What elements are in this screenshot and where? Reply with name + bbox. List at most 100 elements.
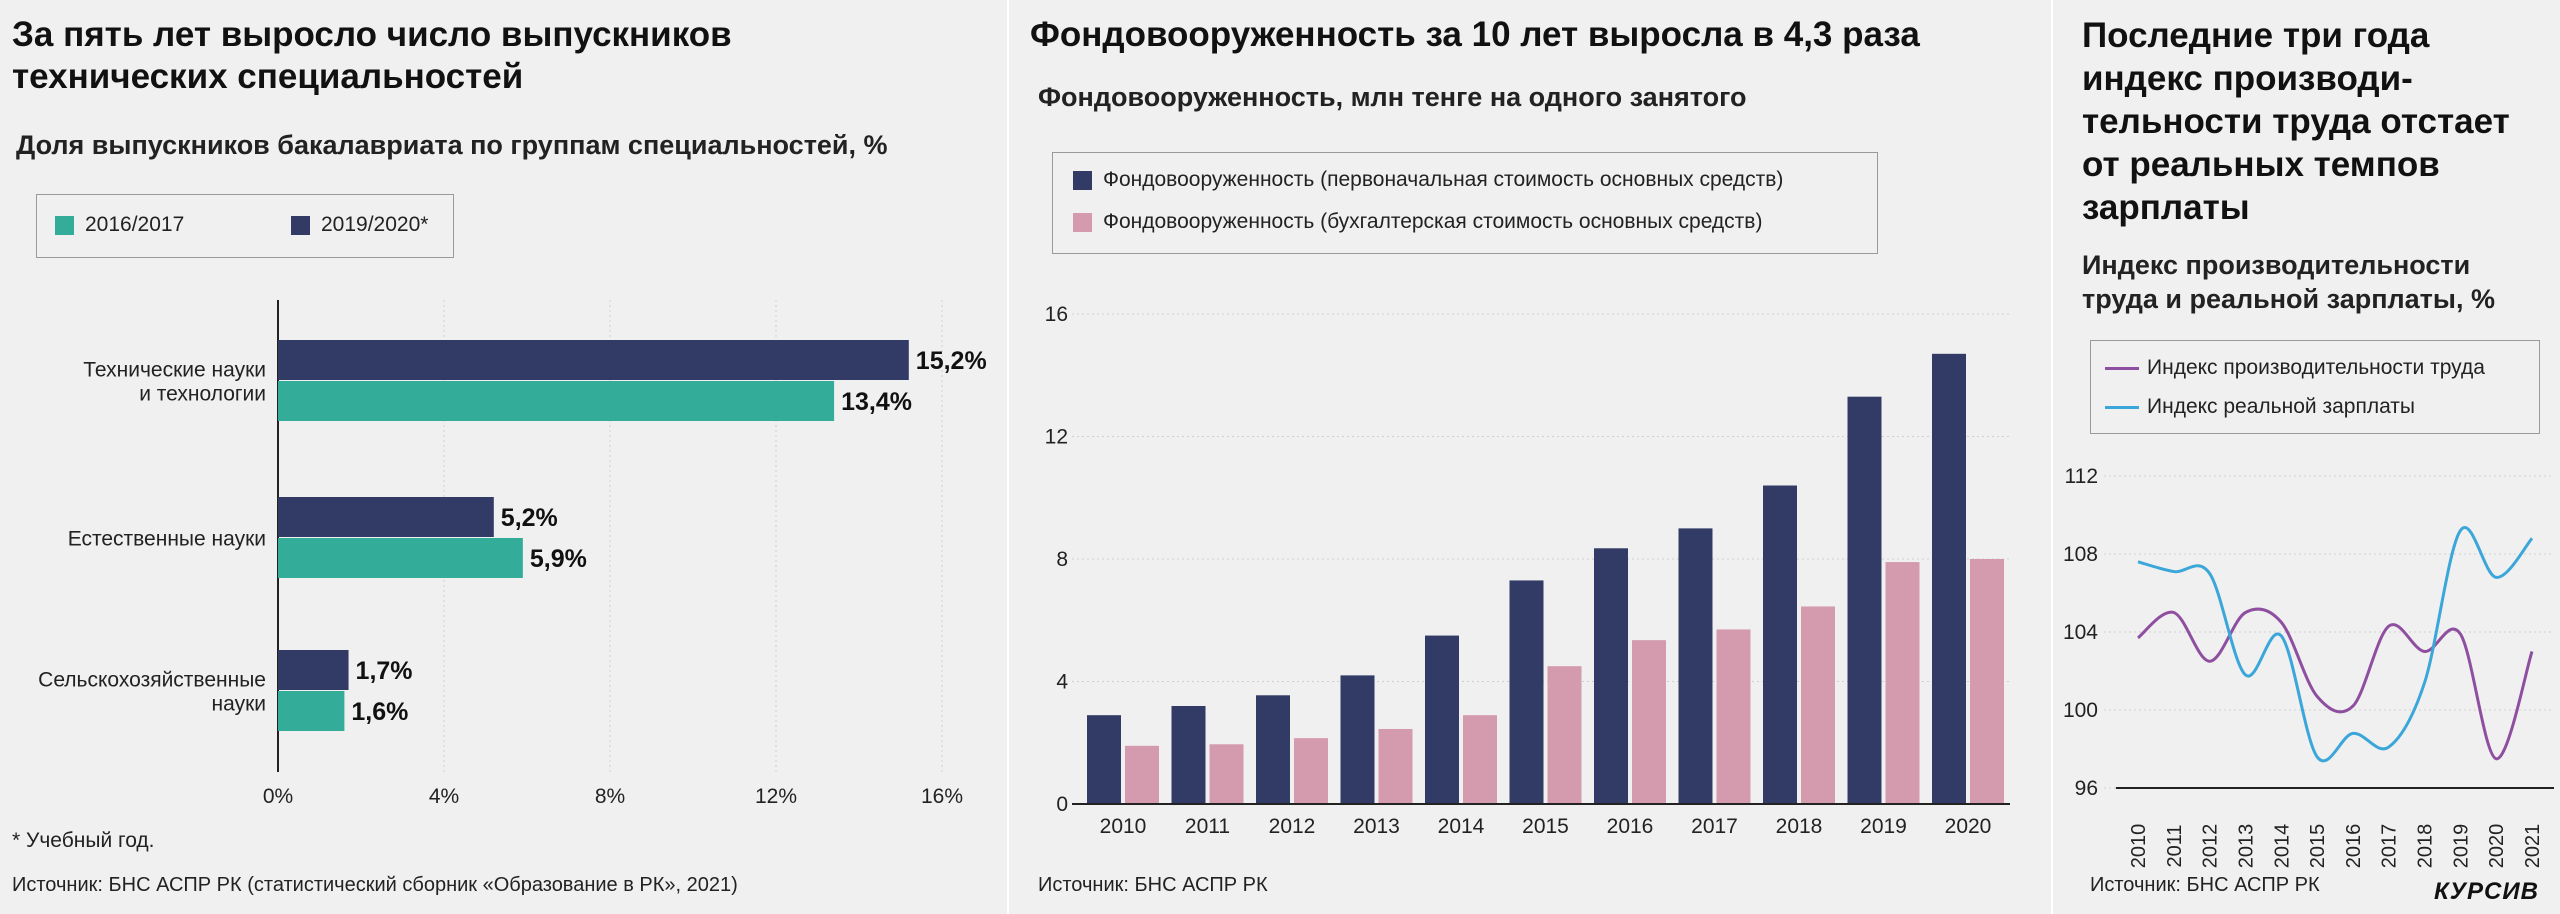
legend-swatch-2019 bbox=[291, 216, 310, 235]
bar bbox=[1209, 744, 1244, 804]
panel2-subtitle: Фондовооруженность, млн тенге на одного … bbox=[1038, 82, 1747, 112]
productivity-line bbox=[2137, 607, 2534, 761]
bar-value-label: 1,6% bbox=[351, 698, 408, 726]
bar bbox=[1678, 528, 1713, 804]
bar bbox=[1970, 559, 2004, 804]
x-tick-label: 12% bbox=[755, 785, 797, 808]
bar bbox=[1885, 562, 1920, 804]
panel-graduates: За пять лет выросло число выпускников те… bbox=[0, 0, 1006, 914]
kursiv-logo: КУРСИВ bbox=[2434, 878, 2539, 905]
x-tick-label: 0% bbox=[263, 785, 293, 808]
bar bbox=[1632, 640, 1666, 804]
legend-label-original-cost: Фондовооруженность (первоначальная стоим… bbox=[1103, 168, 1784, 191]
x-tick-label: 2015 bbox=[2307, 824, 2329, 869]
x-tick-label: 4% bbox=[429, 785, 459, 808]
panel2-source: Источник: БНС АСПР РК bbox=[1038, 874, 1268, 896]
y-tick-label: 12 bbox=[1045, 426, 1068, 449]
y-tick-label: 4 bbox=[1056, 671, 1068, 694]
panel1-title: За пять лет выросло число выпускников те… bbox=[12, 14, 732, 98]
bar bbox=[1932, 353, 1966, 804]
x-tick-label: 2019 bbox=[1860, 815, 1907, 838]
legend-line-productivity bbox=[2105, 367, 2139, 370]
x-tick-label: 8% bbox=[595, 785, 625, 808]
x-tick-label: 2014 bbox=[1438, 815, 1485, 838]
panel-productivity: Последние три года индекс производи- тел… bbox=[2054, 0, 2560, 914]
bar bbox=[1125, 745, 1159, 804]
bar-value-label: 15,2% bbox=[916, 347, 987, 375]
x-tick-label: 2020 bbox=[1945, 815, 1992, 838]
x-tick-label: 2018 bbox=[1776, 815, 1823, 838]
graduates-bar-chart: 0% 4% 8% 12% 16% 15,2%13,4% Технические наукии… bbox=[38, 300, 987, 808]
bar-value-label: 1,7% bbox=[356, 657, 413, 685]
bar bbox=[1256, 695, 1290, 804]
x-tick-label: 2018 bbox=[2415, 824, 2437, 869]
y-tick-label: 112 bbox=[2065, 465, 2098, 488]
x-tick-label: 2011 bbox=[2164, 824, 2186, 867]
legend-swatch-original-cost bbox=[1073, 171, 1092, 190]
x-tick-label: 2017 bbox=[2379, 824, 2401, 869]
panel3-title-line3: тельности труда отстает bbox=[2082, 102, 2510, 141]
bar bbox=[1716, 629, 1751, 804]
x-tick-label: 2020 bbox=[2486, 824, 2508, 869]
y-tick-label: 96 bbox=[2075, 777, 2098, 800]
panel3-subtitle: Индекс производительности труда и реальн… bbox=[2082, 248, 2495, 316]
legend-label-productivity: Индекс производительности труда bbox=[2147, 356, 2485, 379]
panel2-legend: Фондовооруженность (первоначальная стоим… bbox=[1052, 152, 1878, 254]
x-tick-label: 16% bbox=[921, 785, 963, 808]
productivity-line-chart: 96 100 104 108 112 2010 2011 2012 2013 2014 2015 20… bbox=[2063, 465, 2554, 869]
legend-label-wage: Индекс реальной зарплаты bbox=[2147, 395, 2415, 418]
panel1-title-line1: За пять лет выросло число выпускников bbox=[12, 15, 732, 54]
bar bbox=[1171, 706, 1206, 804]
panel1-title-line2: технических специальностей bbox=[12, 57, 524, 96]
legend-swatch-book-value bbox=[1073, 213, 1092, 232]
real-wage-line bbox=[2137, 526, 2534, 763]
panel3-title-line5: зарплаты bbox=[2082, 188, 2250, 227]
bar bbox=[278, 381, 835, 421]
y-tick-label: 0 bbox=[1056, 793, 1068, 816]
bar bbox=[1847, 396, 1882, 804]
bar bbox=[1087, 715, 1121, 804]
x-tick-label: 2013 bbox=[1353, 815, 1400, 838]
bar bbox=[278, 497, 494, 537]
x-tick-label: 2012 bbox=[1269, 815, 1316, 838]
panel3-title-line1: Последние три года bbox=[2082, 16, 2430, 55]
bar bbox=[1463, 715, 1497, 804]
legend-label-2016: 2016/2017 bbox=[85, 213, 185, 236]
bar-value-label: 5,2% bbox=[501, 504, 558, 532]
y-tick-label: 16 bbox=[1045, 303, 1068, 326]
bar bbox=[1294, 738, 1328, 804]
panel1-subtitle: Доля выпускников бакалавриата по группам… bbox=[16, 130, 888, 160]
x-tick-label: 2019 bbox=[2450, 824, 2472, 869]
capital-ratio-bar-chart: 0 4 8 12 16 2010 2011 2012 2013 2014 2015 2016 2017 2… bbox=[1045, 303, 2010, 838]
y-tick-label: 104 bbox=[2063, 621, 2098, 644]
x-tick-label: 2014 bbox=[2271, 824, 2293, 869]
bar bbox=[1509, 580, 1544, 804]
bar bbox=[278, 691, 345, 731]
x-tick-label: 2012 bbox=[2200, 824, 2222, 869]
category-label: науки bbox=[212, 693, 266, 716]
y-tick-label: 108 bbox=[2063, 543, 2098, 566]
divider-2 bbox=[2051, 0, 2053, 914]
panel3-subtitle-line1: Индекс производительности bbox=[2082, 250, 2471, 280]
bar bbox=[1594, 548, 1628, 804]
x-tick-label: 2016 bbox=[2343, 824, 2365, 869]
bar bbox=[1763, 485, 1797, 804]
panel3-source: Источник: БНС АСПР РК bbox=[2090, 874, 2320, 896]
x-tick-label: 2021 bbox=[2522, 824, 2544, 869]
x-tick-label: 2013 bbox=[2235, 824, 2257, 869]
legend-label-book-value: Фондовооруженность (бухгалтерская стоимо… bbox=[1103, 210, 1763, 233]
category-label: и технологии bbox=[139, 383, 266, 406]
panel1-legend: 2016/2017 2019/2020* bbox=[36, 194, 454, 258]
x-tick-label: 2011 bbox=[1185, 815, 1230, 838]
panel3-title-line4: от реальных темпов bbox=[2082, 145, 2440, 184]
bar bbox=[1378, 728, 1413, 804]
panel3-title: Последние три года индекс производи- тел… bbox=[2082, 14, 2510, 229]
bar bbox=[1801, 606, 1835, 804]
bar-value-label: 13,4% bbox=[841, 388, 912, 416]
bar-value-label: 5,9% bbox=[530, 545, 587, 573]
x-tick-label: 2010 bbox=[1100, 815, 1147, 838]
panel3-legend: Индекс производительности труда Индекс р… bbox=[2090, 340, 2540, 434]
category-label: Технические науки bbox=[83, 359, 266, 382]
legend-label-2019: 2019/2020* bbox=[321, 213, 429, 236]
bar bbox=[278, 650, 349, 690]
